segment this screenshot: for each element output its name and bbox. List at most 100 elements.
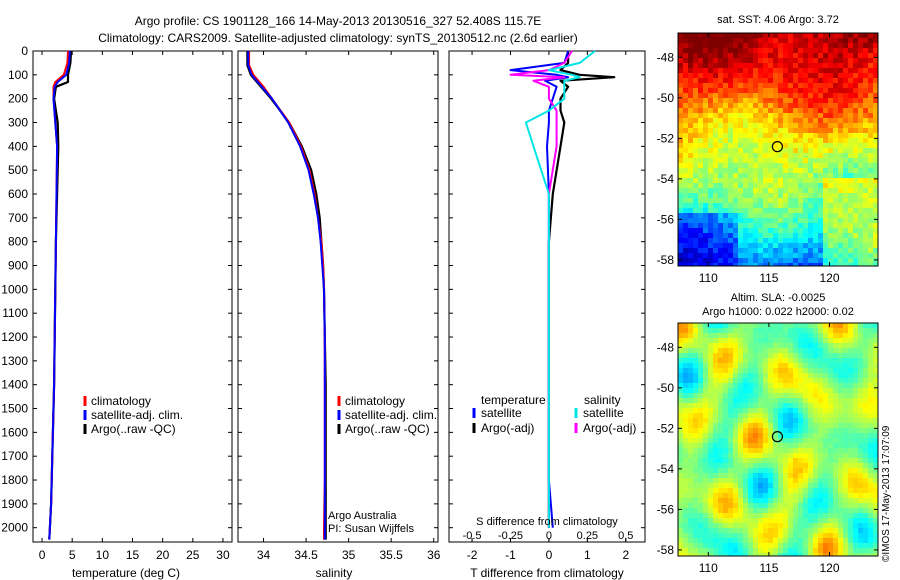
x-tick-label: 35: [342, 548, 356, 562]
heatmap-cell: [758, 488, 764, 494]
heatmap-cell: [828, 148, 834, 154]
heatmap-cell: [798, 443, 804, 449]
heatmap-cell: [708, 463, 714, 469]
heatmap-cell: [853, 333, 859, 339]
heatmap-cell: [813, 428, 819, 434]
heatmap-cell: [683, 153, 689, 159]
heatmap-cell: [873, 98, 878, 104]
heatmap-cell: [828, 508, 834, 514]
heatmap-cell: [843, 478, 849, 484]
heatmap-cell: [723, 413, 729, 419]
heatmap-cell: [858, 493, 864, 499]
heatmap-cell: [783, 378, 789, 384]
heatmap-cell: [718, 468, 724, 474]
heatmap-cell: [698, 193, 704, 199]
heatmap-cell: [693, 143, 699, 149]
heatmap-cell: [743, 93, 749, 99]
heatmap-cell: [823, 183, 829, 189]
heatmap-cell: [803, 473, 809, 479]
heatmap-cell: [803, 178, 809, 184]
heatmap-cell: [768, 348, 774, 354]
heatmap-cell: [788, 258, 794, 264]
heatmap-cell: [788, 358, 794, 364]
heatmap-cell: [718, 148, 724, 154]
heatmap-cell: [873, 153, 878, 159]
heatmap-cell: [753, 548, 759, 554]
heatmap-cell: [703, 178, 709, 184]
heatmap-cell: [843, 208, 849, 214]
heatmap-cell: [733, 88, 739, 94]
heatmap-cell: [793, 553, 799, 556]
heatmap-cell: [813, 253, 819, 259]
heatmap-cell: [708, 448, 714, 454]
heatmap-cell: [708, 438, 714, 444]
heatmap-cell: [718, 408, 724, 414]
heatmap-cell: [713, 38, 719, 44]
heatmap-cell: [763, 373, 769, 379]
heatmap-cell: [753, 193, 759, 199]
heatmap-cell: [803, 258, 809, 264]
heatmap-cell: [873, 428, 878, 434]
heatmap-cell: [848, 163, 854, 169]
heatmap-cell: [803, 78, 809, 84]
heatmap-cell: [728, 223, 734, 229]
heatmap-cell: [838, 58, 844, 64]
heatmap-cell: [713, 348, 719, 354]
heatmap-cell: [753, 163, 759, 169]
heatmap-cell: [838, 333, 844, 339]
heatmap-cell: [723, 403, 729, 409]
heatmap-cell: [803, 243, 809, 249]
heatmap-cell: [733, 213, 739, 219]
heatmap-cell: [853, 168, 859, 174]
heatmap-cell: [733, 373, 739, 379]
heatmap-cell: [728, 533, 734, 539]
heatmap-cell: [678, 213, 684, 219]
heatmap-cell: [713, 108, 719, 114]
heatmap-cell: [833, 223, 839, 229]
heatmap-cell: [738, 143, 744, 149]
heatmap-cell: [803, 388, 809, 394]
heatmap-cell: [783, 43, 789, 49]
heatmap-cell: [873, 73, 878, 79]
heatmap-cell: [683, 433, 689, 439]
heatmap-cell: [678, 248, 684, 254]
heatmap-cell: [678, 493, 684, 499]
heatmap-cell: [873, 33, 878, 39]
heatmap-cell: [778, 43, 784, 49]
heatmap-cell: [753, 413, 759, 419]
heatmap-cell: [788, 193, 794, 199]
heatmap-cell: [728, 408, 734, 414]
heatmap-cell: [838, 488, 844, 494]
heatmap-cell: [688, 553, 694, 556]
heatmap-cell: [833, 108, 839, 114]
heatmap-cell: [873, 38, 878, 44]
heatmap-cell: [848, 218, 854, 224]
heatmap-cell: [683, 468, 689, 474]
heatmap-cell: [848, 498, 854, 504]
heatmap-cell: [863, 443, 869, 449]
heatmap-cell: [843, 483, 849, 489]
heatmap-cell: [703, 348, 709, 354]
heatmap-cell: [773, 453, 779, 459]
heatmap-cell: [698, 213, 704, 219]
heatmap-cell: [713, 243, 719, 249]
heatmap-cells: [678, 33, 878, 266]
heatmap-cell: [728, 58, 734, 64]
heatmap-cell: [703, 508, 709, 514]
heatmap-cell: [798, 228, 804, 234]
heatmap-cell: [703, 473, 709, 479]
heatmap-cell: [773, 253, 779, 259]
heatmap-cell: [758, 323, 764, 329]
heatmap-cell: [823, 148, 829, 154]
heatmap-cell: [828, 113, 834, 119]
map-frame: [677, 322, 879, 557]
heatmap-cell: [703, 403, 709, 409]
heatmap-cell: [678, 528, 684, 534]
heatmap-cell: [793, 348, 799, 354]
heatmap-cell: [743, 158, 749, 164]
heatmap-cell: [858, 338, 864, 344]
heatmap-cell: [838, 458, 844, 464]
heatmap-cell: [798, 223, 804, 229]
heatmap-cell: [718, 428, 724, 434]
heatmap-cell: [858, 443, 864, 449]
